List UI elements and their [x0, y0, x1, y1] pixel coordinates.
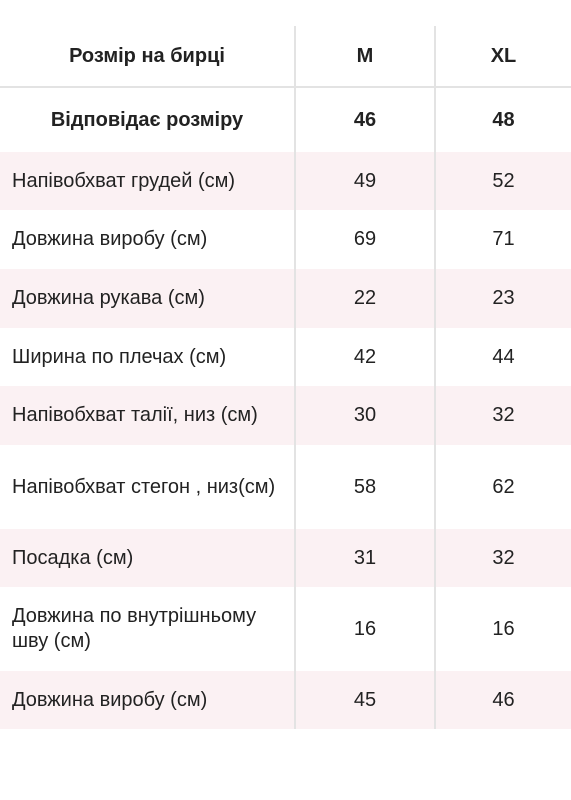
- row-value-m: 49: [296, 152, 436, 210]
- table-row: Посадка (см) 31 32: [0, 529, 571, 587]
- row-value-xl: 52: [492, 169, 515, 192]
- table-row: Напівобхват стегон , низ(см) 58 62: [0, 445, 571, 529]
- row-value-m: 58: [296, 445, 436, 529]
- row-label: Довжина по внутрішньому шву (см): [0, 587, 296, 671]
- header-size-label: Розмір на бирці: [0, 26, 296, 86]
- table-row: Довжина виробу (см) 69 71: [0, 210, 571, 269]
- row-value-m: 31: [296, 529, 436, 587]
- table-header-row: Розмір на бирці M XL: [0, 26, 571, 88]
- subheader-size-m: 46: [296, 88, 436, 152]
- subheader-label: Відповідає розміру: [0, 88, 296, 152]
- size-chart-table: Розмір на бирці M XL Відповідає розміру …: [0, 26, 571, 729]
- row-value-xl: 16: [492, 617, 515, 640]
- row-value-m: 69: [296, 210, 436, 269]
- row-value-xl: 71: [492, 228, 515, 250]
- row-value-m: 42: [296, 328, 436, 386]
- table-row: Напівобхват талії, низ (см) 30 32: [0, 386, 571, 445]
- table-row: Ширина по плечах (см) 42 44: [0, 328, 571, 386]
- table-row: Довжина виробу (см) 45 46: [0, 671, 571, 729]
- row-value-xl: 46: [492, 688, 515, 711]
- table-subheader-row: Відповідає розміру 46 48: [0, 88, 571, 152]
- row-value-xl: 32: [492, 546, 515, 569]
- row-value-xl: 44: [492, 345, 515, 368]
- row-label: Довжина виробу (см): [0, 210, 296, 269]
- row-value-m: 45: [296, 671, 436, 729]
- header-size-xl: XL: [490, 44, 517, 67]
- row-value-m: 22: [296, 269, 436, 328]
- row-value-m: 30: [296, 386, 436, 445]
- row-label: Напівобхват грудей (см): [0, 152, 296, 210]
- row-value-xl: 23: [492, 287, 515, 309]
- header-size-m: M: [296, 26, 436, 86]
- row-value-m: 16: [296, 587, 436, 671]
- table-row: Довжина по внутрішньому шву (см) 16 16: [0, 587, 571, 671]
- subheader-size-xl: 48: [492, 108, 515, 131]
- row-label: Ширина по плечах (см): [0, 328, 296, 386]
- table-row: Напівобхват грудей (см) 49 52: [0, 152, 571, 210]
- row-label: Напівобхват талії, низ (см): [0, 386, 296, 445]
- row-label: Посадка (см): [0, 529, 296, 587]
- row-value-xl: 32: [492, 404, 515, 426]
- table-row: Довжина рукава (см) 22 23: [0, 269, 571, 328]
- row-label: Довжина виробу (см): [0, 671, 296, 729]
- row-label: Довжина рукава (см): [0, 269, 296, 328]
- row-value-xl: 62: [492, 475, 515, 498]
- row-label: Напівобхват стегон , низ(см): [0, 445, 296, 529]
